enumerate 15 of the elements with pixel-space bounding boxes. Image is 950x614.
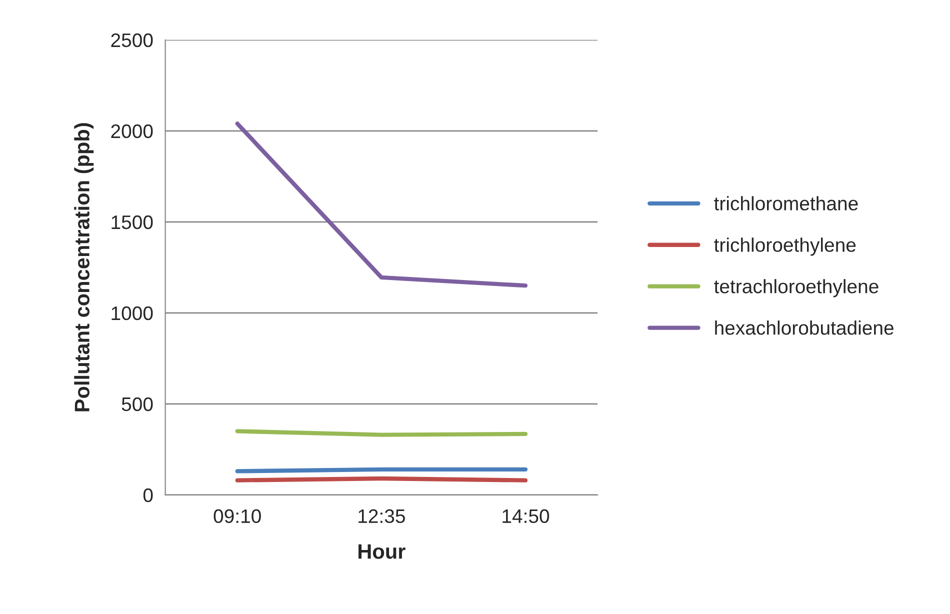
x-tick-label: 14:50 xyxy=(502,509,550,524)
y-axis-title: Pollutant concentration (ppb) xyxy=(74,123,94,412)
legend-label: tetrachloroethylene xyxy=(714,279,878,298)
y-tick-label: 1500 xyxy=(112,215,153,230)
legend-label: trichloroethylene xyxy=(714,238,856,256)
x-axis-title: Hour xyxy=(358,544,406,559)
y-tick-label: 0 xyxy=(143,488,153,502)
legend-label: trichloromethane xyxy=(714,196,858,210)
y-tick-label: 1000 xyxy=(112,306,153,320)
y-tick-label: 2500 xyxy=(111,33,153,48)
y-tick-label: 500 xyxy=(122,397,153,412)
x-tick-label: 12:35 xyxy=(358,509,405,524)
legend-label: hexachlorobutadiene xyxy=(715,320,894,335)
y-tick-label: 2000 xyxy=(111,124,153,138)
x-tick-label: 09:10 xyxy=(214,509,261,524)
